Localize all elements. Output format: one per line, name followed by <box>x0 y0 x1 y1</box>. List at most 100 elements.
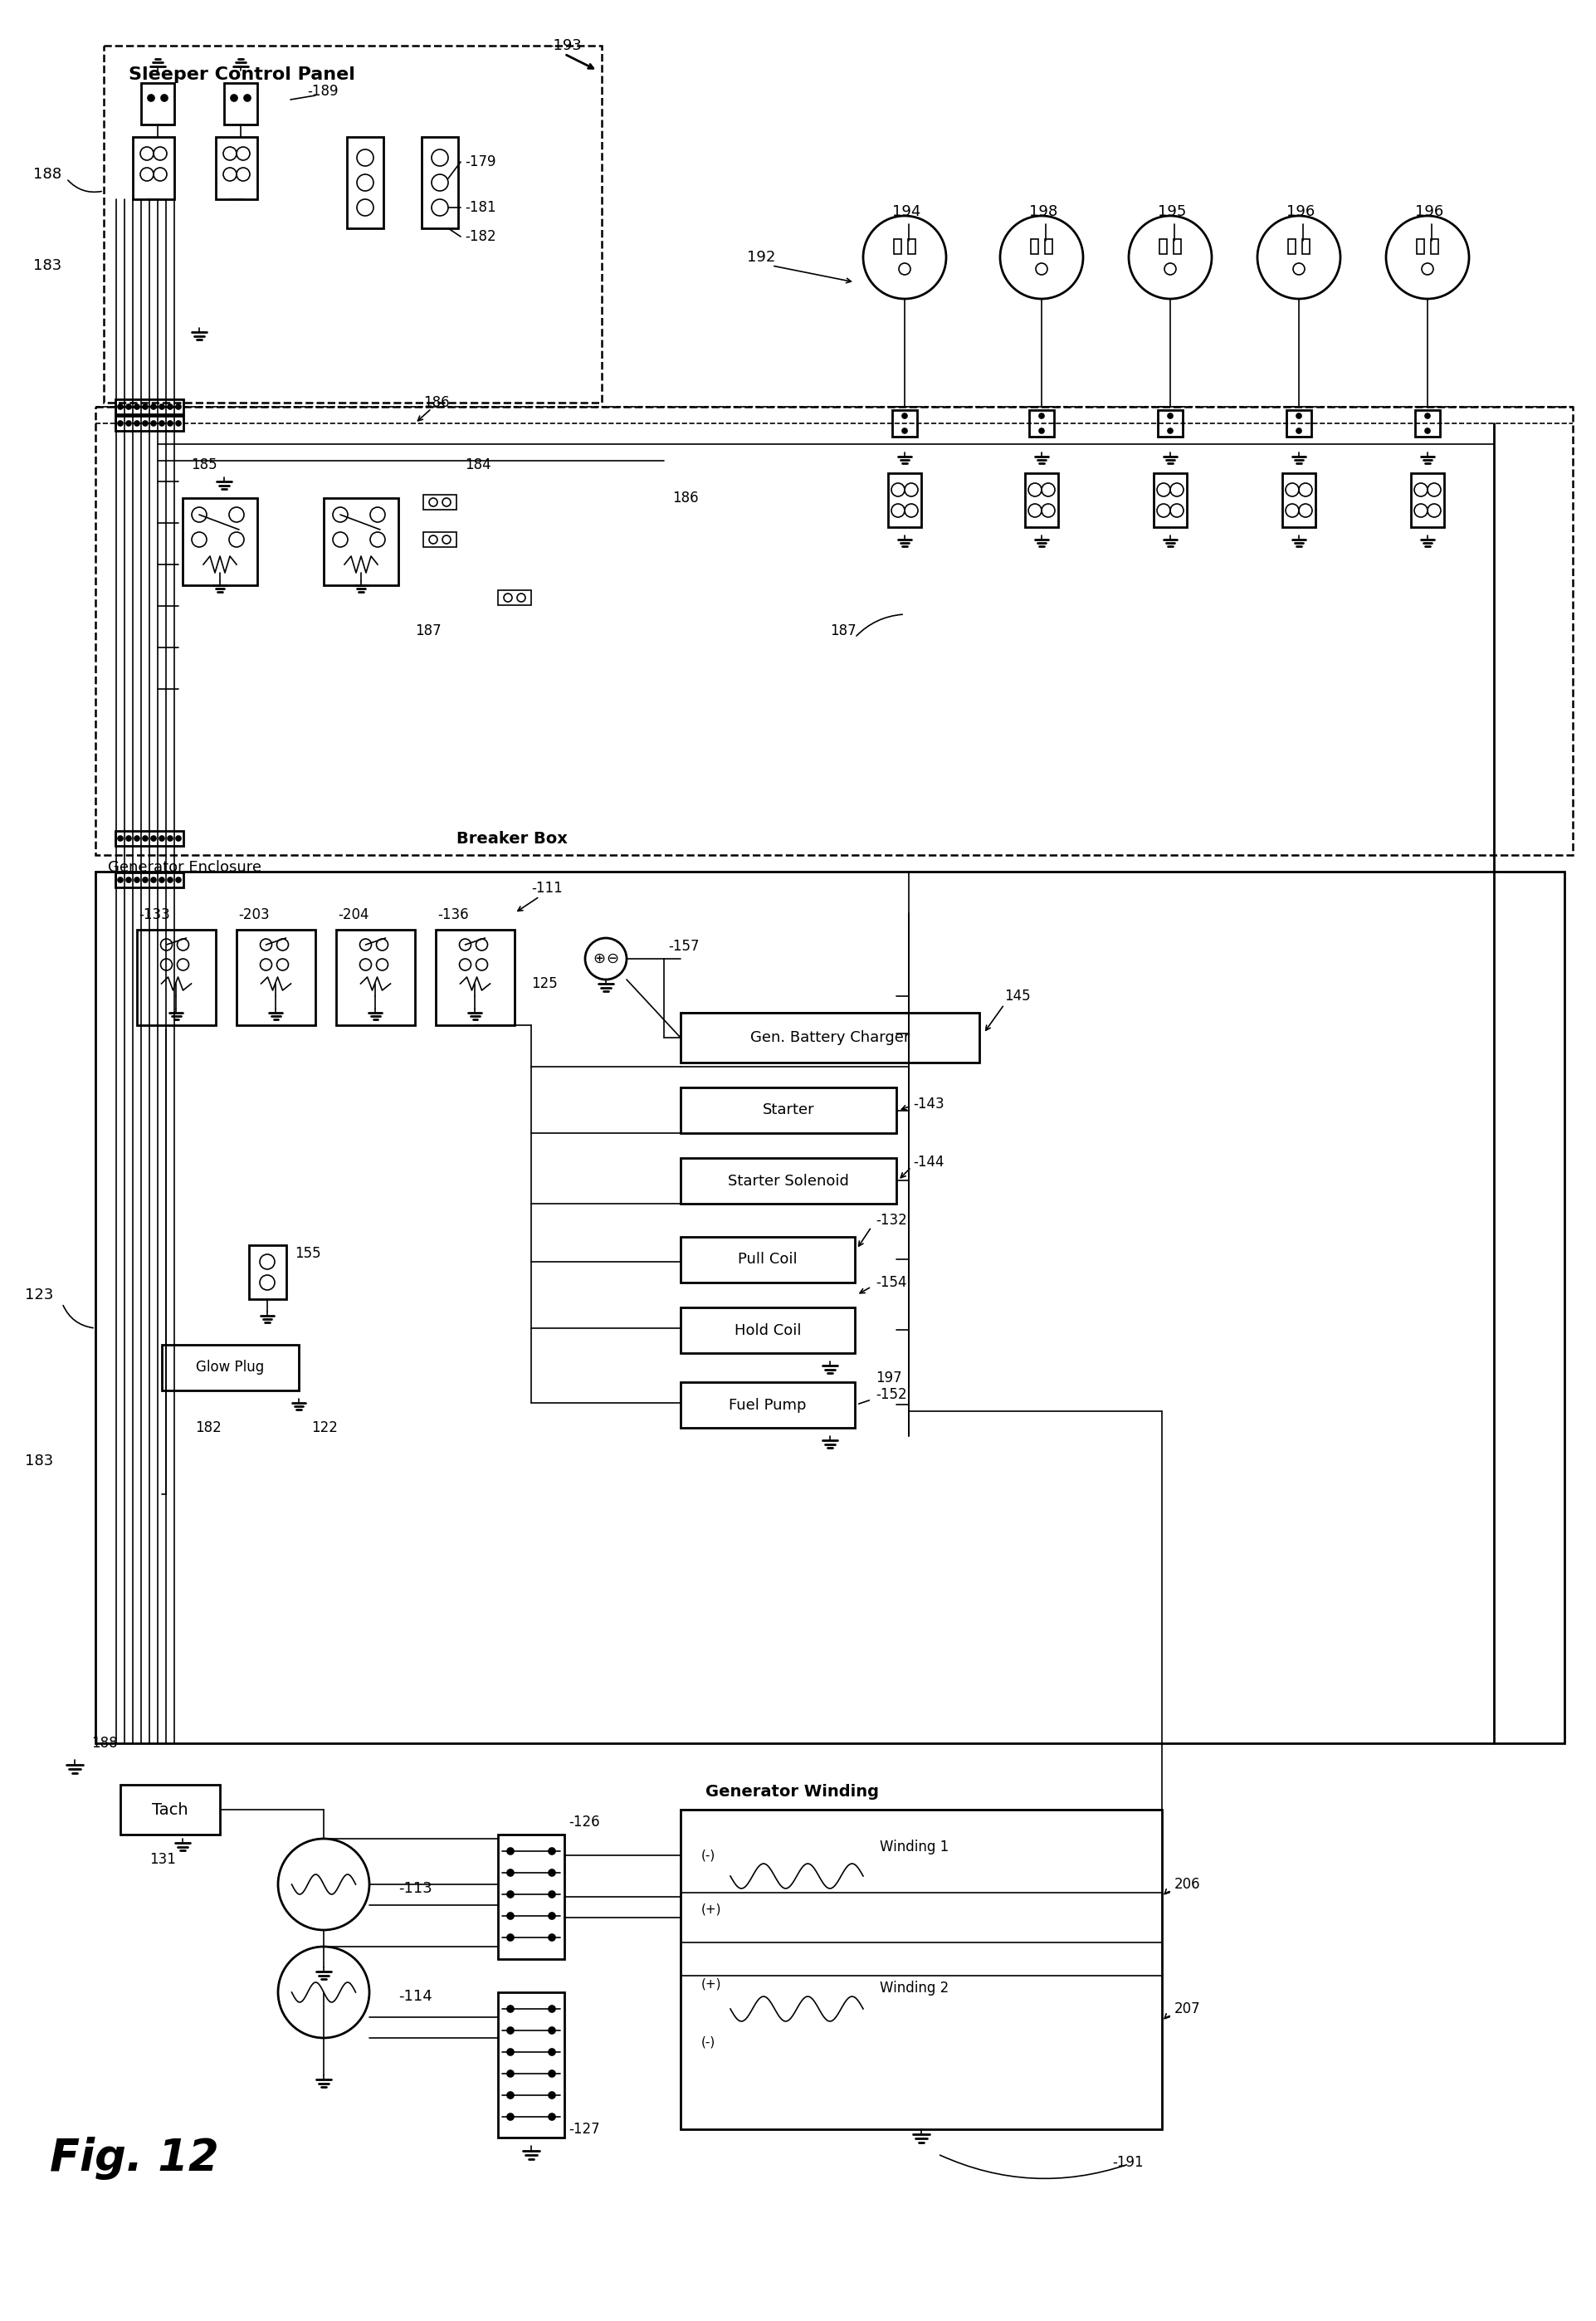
Circle shape <box>902 429 907 434</box>
Circle shape <box>152 877 156 882</box>
Text: Sleeper Control Panel: Sleeper Control Panel <box>129 67 354 84</box>
Text: 196: 196 <box>1286 204 1314 218</box>
Circle shape <box>142 836 148 840</box>
Circle shape <box>168 404 172 408</box>
Text: Starter: Starter <box>761 1102 814 1119</box>
Circle shape <box>549 2005 555 2012</box>
Circle shape <box>142 404 148 408</box>
Circle shape <box>508 2114 514 2119</box>
Text: (-): (-) <box>701 1850 715 1861</box>
Circle shape <box>176 420 180 425</box>
Circle shape <box>244 95 251 102</box>
Bar <box>680 1012 978 1063</box>
Text: Winding 1: Winding 1 <box>879 1841 948 1854</box>
Text: Gen. Battery Charger: Gen. Battery Charger <box>750 1031 910 1044</box>
Bar <box>223 84 257 125</box>
Text: -179: -179 <box>464 156 496 169</box>
Text: 207: 207 <box>1173 2001 1200 2017</box>
Circle shape <box>1039 413 1044 418</box>
Text: -191: -191 <box>1111 2154 1143 2170</box>
Text: Tach: Tach <box>152 1801 188 1817</box>
Bar <box>1416 239 1424 253</box>
Bar <box>1430 239 1438 253</box>
Circle shape <box>1296 429 1301 434</box>
Circle shape <box>1039 429 1044 434</box>
Circle shape <box>134 836 139 840</box>
Circle shape <box>118 836 123 840</box>
Bar <box>680 1237 854 1284</box>
Bar <box>96 406 1572 854</box>
Bar <box>96 873 1564 1743</box>
Circle shape <box>160 877 164 882</box>
Text: -203: -203 <box>238 908 270 921</box>
Bar <box>1031 239 1037 253</box>
Bar <box>132 137 174 200</box>
Bar <box>892 411 916 436</box>
Circle shape <box>508 2005 514 2012</box>
Circle shape <box>1424 413 1430 418</box>
Circle shape <box>549 2049 555 2056</box>
Circle shape <box>549 1892 555 1899</box>
Bar <box>423 494 456 511</box>
Text: 184: 184 <box>464 457 490 473</box>
Circle shape <box>142 420 148 425</box>
Bar <box>115 399 184 413</box>
Bar <box>104 46 602 402</box>
Circle shape <box>549 2070 555 2077</box>
Text: 198: 198 <box>1028 204 1057 218</box>
Circle shape <box>508 2049 514 2056</box>
Text: Fuel Pump: Fuel Pump <box>728 1397 806 1413</box>
Circle shape <box>508 2070 514 2077</box>
Text: -189: -189 <box>306 84 338 100</box>
Circle shape <box>134 404 139 408</box>
Circle shape <box>168 877 172 882</box>
Bar <box>346 137 383 227</box>
Text: 123: 123 <box>26 1288 53 1302</box>
Bar <box>1414 411 1440 436</box>
Circle shape <box>168 420 172 425</box>
Text: 183: 183 <box>34 258 62 274</box>
Circle shape <box>176 836 180 840</box>
Circle shape <box>508 1892 514 1899</box>
Text: 186: 186 <box>672 490 697 506</box>
Circle shape <box>549 1913 555 1919</box>
Circle shape <box>134 420 139 425</box>
Text: -133: -133 <box>139 908 169 921</box>
Bar <box>182 499 257 585</box>
Bar <box>161 1344 298 1390</box>
Bar <box>887 473 921 527</box>
Circle shape <box>134 877 139 882</box>
Text: 192: 192 <box>747 251 776 265</box>
Circle shape <box>176 404 180 408</box>
Circle shape <box>176 877 180 882</box>
Text: Generator Enclosure: Generator Enclosure <box>109 861 262 875</box>
Text: 188: 188 <box>34 167 62 181</box>
Circle shape <box>508 2026 514 2033</box>
Text: (+): (+) <box>701 1903 721 1915</box>
Text: -152: -152 <box>875 1388 907 1402</box>
Text: -182: -182 <box>464 230 496 244</box>
Circle shape <box>142 877 148 882</box>
Circle shape <box>126 836 131 840</box>
Circle shape <box>160 420 164 425</box>
Text: Pull Coil: Pull Coil <box>737 1253 796 1267</box>
Text: -114: -114 <box>397 1989 433 2003</box>
Circle shape <box>168 836 172 840</box>
Bar <box>335 931 415 1026</box>
Bar <box>115 831 184 845</box>
Bar <box>1025 473 1058 527</box>
Text: 197: 197 <box>875 1369 902 1386</box>
Bar <box>215 137 257 200</box>
Bar <box>680 1810 1162 2128</box>
Bar <box>498 1991 563 2138</box>
Text: 185: 185 <box>192 457 217 473</box>
Bar <box>1301 239 1309 253</box>
Text: -136: -136 <box>437 908 468 921</box>
Text: 183: 183 <box>26 1453 53 1469</box>
Circle shape <box>126 877 131 882</box>
Bar <box>1411 473 1443 527</box>
Text: Winding 2: Winding 2 <box>879 1980 948 1996</box>
Bar <box>1286 411 1310 436</box>
Circle shape <box>118 404 123 408</box>
Circle shape <box>161 95 168 102</box>
